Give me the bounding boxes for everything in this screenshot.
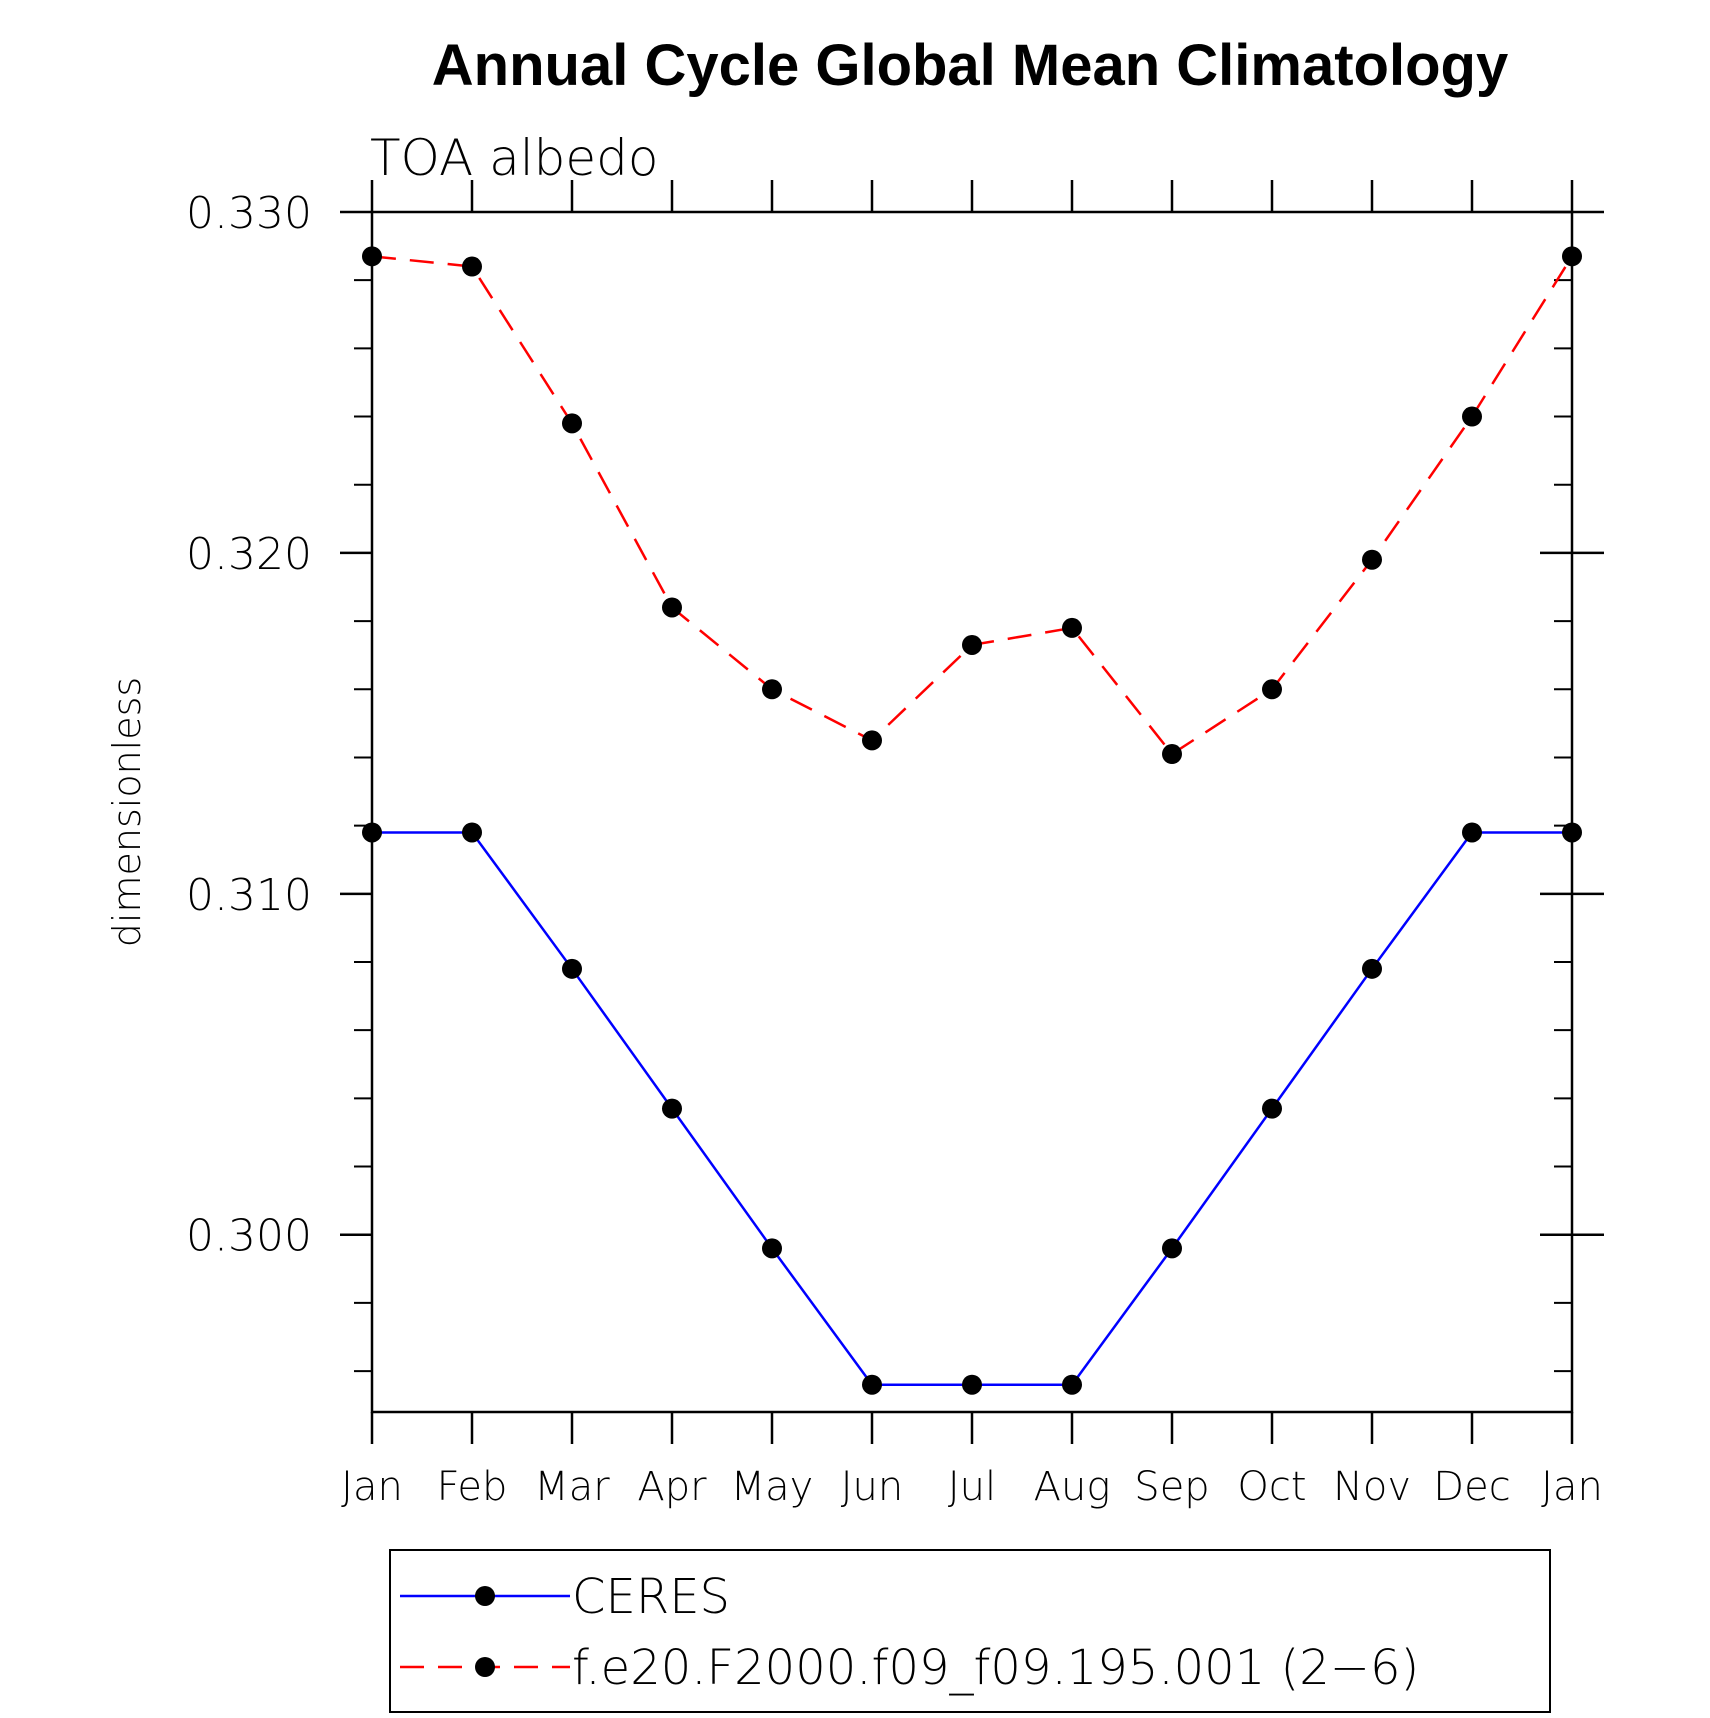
legend: CERES f.e20.F2000.f09_f09.195.001 (2−6) [389,1549,1551,1713]
series-line-0 [372,831,1572,1386]
data-point [862,1374,882,1395]
data-point [1262,679,1282,700]
data-point [1562,246,1582,267]
legend-label-model: f.e20.F2000.f09_f09.195.001 (2−6) [572,1640,1419,1696]
y-tick-label: 0.310 [186,870,312,921]
x-tick-label: Feb [437,1464,508,1510]
chart-title: Annual Cycle Global Mean Climatology [432,33,1508,98]
legend-marker-model [475,1657,495,1677]
y-tick-labels: 0.300 0.310 0.320 0.330 [186,188,312,1262]
data-point [562,958,582,979]
x-tick-label: Sep [1134,1464,1209,1510]
data-point [762,679,782,700]
data-point [462,256,482,277]
data-point [1162,744,1182,765]
y-tick-label: 0.320 [186,529,312,580]
legend-box [389,1549,1551,1713]
data-point [562,413,582,434]
x-tick-labels: Jan Feb Mar Apr May Jun Jul Aug Sep Oct Nov Dec Jan [341,1464,1603,1510]
x-tick-label: Jul [948,1464,996,1510]
data-point [1562,822,1582,843]
data-point [1362,549,1382,570]
x-tick-label: Apr [637,1464,707,1510]
data-point [1462,822,1482,843]
data-point [1162,1238,1182,1259]
chart-subtitle: TOA albedo [370,129,658,187]
x-tick-label: Nov [1333,1464,1411,1510]
data-point [462,822,482,843]
data-point [1462,406,1482,427]
series-layer [362,246,1582,1395]
x-tick-label: May [731,1464,814,1510]
y-axis-label: dimensionless [105,677,149,947]
legend-label-ceres: CERES [572,1569,730,1625]
data-point [962,634,982,655]
data-point [862,730,882,751]
data-point [662,597,682,618]
data-point [1062,1374,1082,1395]
data-point [962,1374,982,1395]
data-point [362,246,382,267]
data-point [362,822,382,843]
y-tick-label: 0.330 [186,188,312,239]
x-tick-label: Mar [534,1464,610,1510]
data-point [762,1238,782,1259]
data-point [662,1098,682,1119]
x-tick-label: Aug [1034,1464,1111,1510]
data-point [1262,1098,1282,1119]
series-line-1 [371,255,1574,756]
axis-ticks [340,180,1604,1444]
legend-marker-ceres [475,1586,495,1606]
x-tick-label: Jun [841,1464,904,1510]
data-point [1062,617,1082,638]
x-tick-label: Jan [341,1464,403,1510]
x-tick-label: Dec [1433,1464,1510,1510]
data-point [1362,958,1382,979]
x-tick-label: Oct [1237,1464,1306,1510]
y-tick-label: 0.300 [186,1211,312,1262]
x-tick-label: Jan [1541,1464,1603,1510]
